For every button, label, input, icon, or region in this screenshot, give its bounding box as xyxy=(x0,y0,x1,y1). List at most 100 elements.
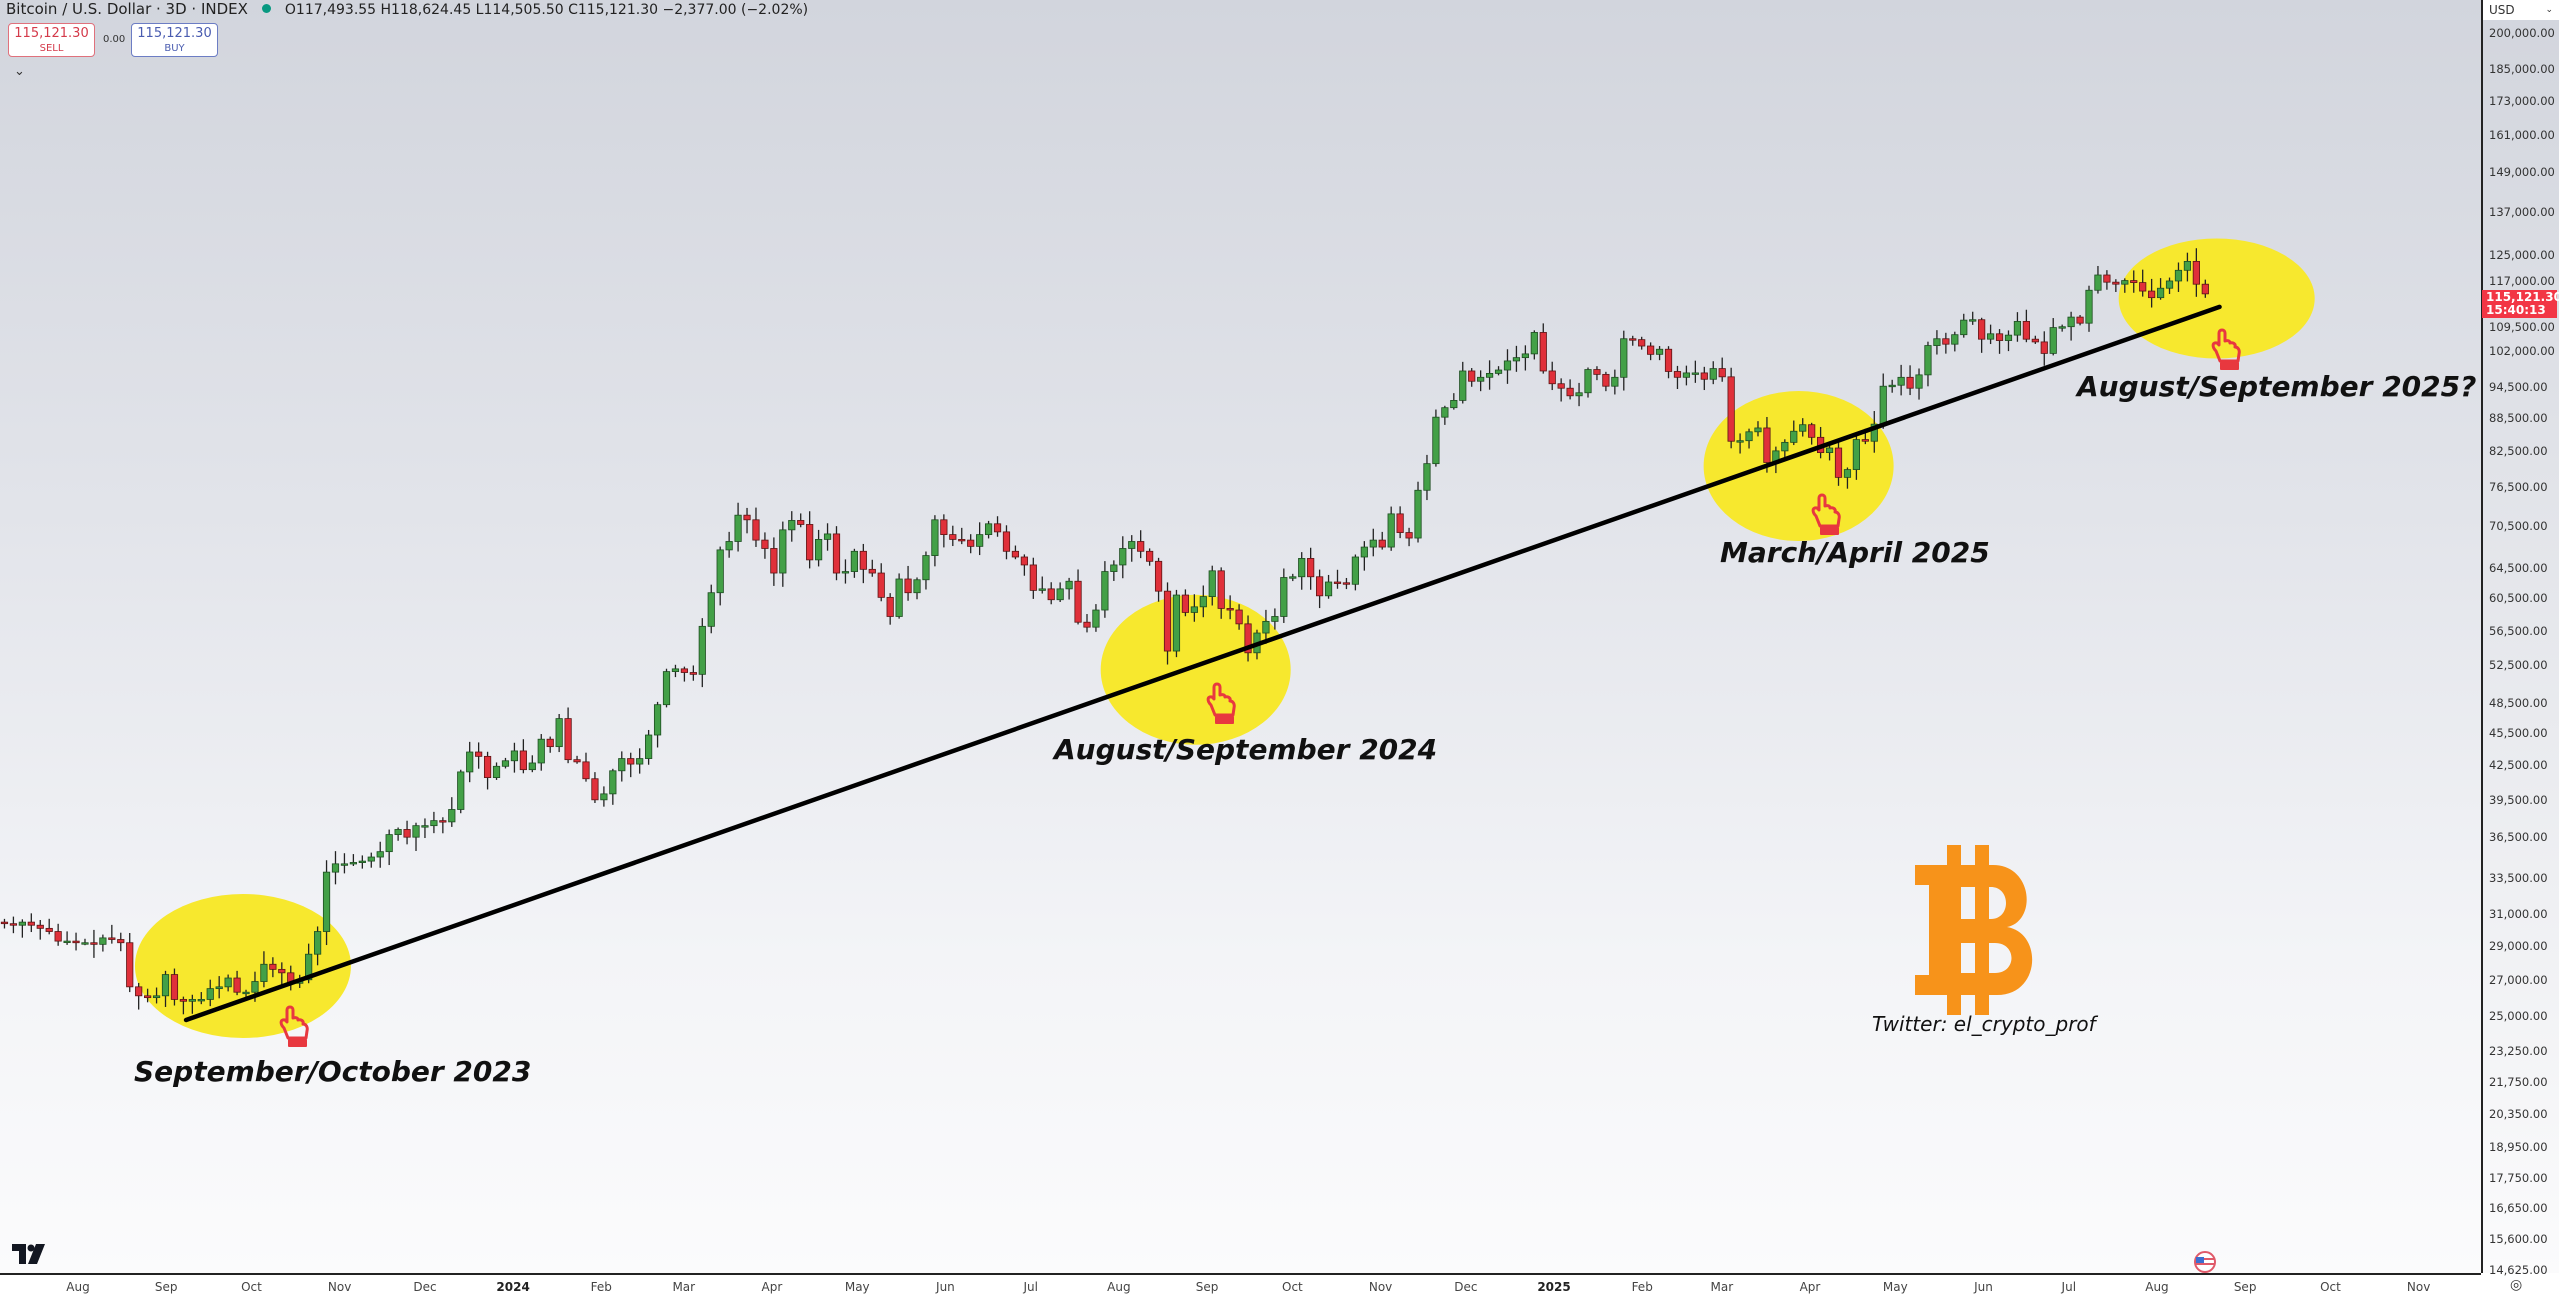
candle-down xyxy=(1235,609,1243,625)
candle-down xyxy=(9,923,18,926)
candle-down xyxy=(1978,319,1986,340)
candle-down xyxy=(743,514,751,521)
pointing-hand-icon xyxy=(2211,328,2241,370)
candle-up xyxy=(1056,588,1064,601)
candle-down xyxy=(940,519,948,536)
candle-up xyxy=(1870,423,1878,442)
time-axis[interactable]: Aug Sep Oct Nov Dec 2024 Feb Mar Apr May Jun Jul Aug… xyxy=(0,1273,2481,1298)
candle-up xyxy=(1620,338,1628,378)
candle-up xyxy=(1485,373,1494,378)
candle-up xyxy=(600,793,608,801)
price-tick-label: 102,000.00 xyxy=(2489,344,2555,359)
candle-up xyxy=(1951,334,1959,345)
candle-up xyxy=(815,539,823,561)
tradingview-logo[interactable] xyxy=(12,1244,46,1264)
price-tick-label: 20,350.00 xyxy=(2489,1106,2548,1121)
candle-down xyxy=(1181,594,1190,613)
candle-down xyxy=(1083,621,1091,628)
candle-down xyxy=(770,548,778,574)
candle-down xyxy=(886,596,894,617)
candle-up xyxy=(1799,424,1807,432)
candle-down xyxy=(108,937,116,940)
time-tick-label: Mar xyxy=(1710,1280,1734,1294)
candle-down xyxy=(2139,282,2147,292)
candle-up xyxy=(1119,548,1127,566)
candle-down xyxy=(582,761,590,780)
candle-down xyxy=(1602,373,1610,387)
chevron-down-icon[interactable]: ⌄ xyxy=(14,64,25,79)
pointing-hand-icon xyxy=(1206,682,1236,724)
candle-up xyxy=(1584,369,1592,394)
candle-up xyxy=(161,974,170,997)
candle-up xyxy=(1432,416,1440,465)
price-chart[interactable] xyxy=(0,0,2481,1273)
time-tick-label: May xyxy=(1882,1280,1908,1294)
time-tick-label: Dec xyxy=(1454,1280,1478,1294)
candle-down xyxy=(949,534,957,540)
buy-button[interactable]: 115,121.30 BUY xyxy=(131,23,218,57)
candle-up xyxy=(1521,353,1529,359)
time-tick-label: Aug xyxy=(2145,1280,2169,1294)
last-price: 115,121.30 xyxy=(2486,290,2559,304)
candle-up xyxy=(340,863,349,866)
candle-up xyxy=(1190,606,1198,613)
candle-down xyxy=(1047,588,1055,601)
price-tick-label: 109,500.00 xyxy=(2489,320,2555,334)
price-tick-label: 185,000.00 xyxy=(2489,62,2555,77)
candle-down xyxy=(2148,290,2156,299)
candle-down xyxy=(904,578,912,594)
candle-down xyxy=(278,968,286,974)
time-tick-label: Nov xyxy=(1368,1280,1393,1294)
candle-up xyxy=(152,995,161,999)
candle-up xyxy=(2183,260,2192,271)
candle-down xyxy=(1244,623,1252,654)
candle-up xyxy=(1387,513,1395,548)
price-tick-label: 149,000.00 xyxy=(2489,164,2555,179)
candle-up xyxy=(1351,556,1359,585)
candle-up xyxy=(260,963,268,982)
annotation-label: August/September 2024 xyxy=(1054,733,1438,766)
us-flag-icon[interactable] xyxy=(2190,1251,2220,1273)
annotation-label: September/October 2023 xyxy=(134,1055,532,1088)
sell-button[interactable]: 115,121.30 SELL xyxy=(8,23,95,57)
price-axis[interactable]: 200,000.00 185,000.00 173,000.00 161,000.00… xyxy=(2481,0,2559,1277)
candle-up xyxy=(1092,609,1100,628)
candle-down xyxy=(1647,345,1655,355)
time-tick-label: Mar xyxy=(672,1280,696,1294)
price-tick-label: 21,750.00 xyxy=(2489,1075,2548,1090)
candle-up xyxy=(1915,374,1923,389)
candle-up xyxy=(528,762,536,771)
candle-down xyxy=(1566,387,1574,397)
time-tick-label: 2025 xyxy=(1537,1280,1571,1294)
price-tick-label: 14,625.00 xyxy=(2489,1262,2548,1277)
candle-up xyxy=(1933,338,1941,346)
price-tick-label: 31,000.00 xyxy=(2489,907,2548,922)
symbol-title[interactable]: Bitcoin / U.S. Dollar · 3D · INDEX xyxy=(6,0,248,18)
candle-up xyxy=(931,519,939,556)
candle-up xyxy=(1843,469,1852,478)
candle-up xyxy=(895,578,903,617)
annotation-label: March/April 2025 xyxy=(1720,536,1990,569)
market-status-icon xyxy=(261,4,271,13)
currency-select[interactable]: USD ⌄ xyxy=(2483,0,2559,20)
highlight-zone xyxy=(1100,594,1291,745)
candle-up xyxy=(1360,546,1368,558)
sell-price: 115,121.30 xyxy=(14,26,89,41)
chart-pane[interactable]: Bitcoin / U.S. Dollar · 3D · INDEX O117,4… xyxy=(0,0,2481,1273)
candle-up xyxy=(1888,384,1896,388)
candle-up xyxy=(2174,269,2183,282)
price-tick-label: 23,250.00 xyxy=(2489,1043,2548,1058)
time-tick-label: Oct xyxy=(1282,1280,1303,1294)
candle-up xyxy=(99,937,107,945)
candle-up xyxy=(1790,430,1798,443)
eye-icon[interactable]: ◎ xyxy=(2510,1277,2523,1293)
pointing-hand-icon xyxy=(279,1005,309,1047)
price-tick-label: 33,500.00 xyxy=(2489,870,2548,885)
candle-down xyxy=(170,974,179,1000)
candle-up xyxy=(1781,441,1789,452)
candle-down xyxy=(1557,383,1565,389)
candle-up xyxy=(1128,541,1136,549)
candle-up xyxy=(394,829,402,835)
candle-down xyxy=(1163,590,1172,652)
candle-up xyxy=(716,549,724,594)
